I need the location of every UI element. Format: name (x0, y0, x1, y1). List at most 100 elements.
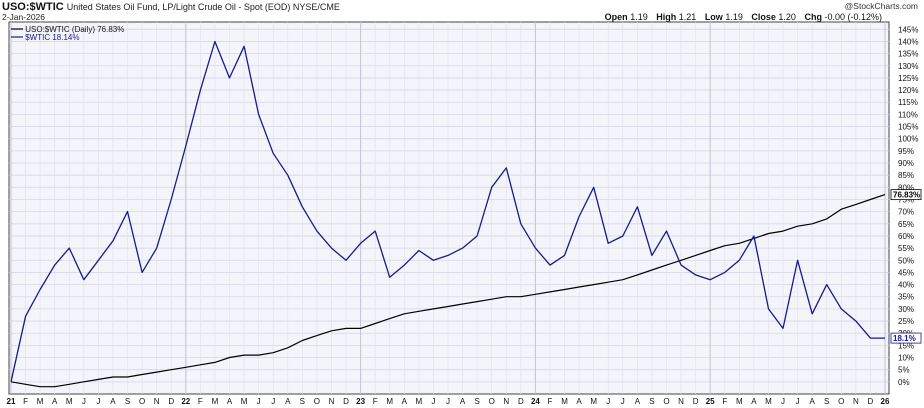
x-tick-label: N (329, 397, 335, 406)
series-line-wtic (10, 40, 885, 382)
legend-item-ratio: USO:$WTIC (Daily) 76.83% (11, 25, 124, 34)
y-tick-label: 120% (898, 86, 918, 95)
x-tick-label: A (285, 397, 291, 406)
x-tick-label: J (606, 397, 610, 406)
symbol-description: United States Oil Fund, LP/Light Crude O… (66, 2, 340, 12)
x-tick-label: O (663, 397, 669, 406)
x-tick-label: M (561, 397, 568, 406)
y-tick-label: 40% (898, 281, 914, 290)
x-tick-label: N (503, 397, 509, 406)
x-tick-label: A (110, 397, 116, 406)
y-tick-label: 85% (898, 171, 914, 180)
y-tick-label: 30% (898, 305, 914, 314)
y-tick-label: 35% (898, 293, 914, 302)
chart-header: USO:$WTIC United States Oil Fund, LP/Lig… (0, 0, 924, 26)
y-tick-label: 130% (898, 62, 918, 71)
legend-swatch-ratio (11, 28, 23, 30)
x-tick-label: O (489, 397, 495, 406)
x-tick-label: A (227, 397, 233, 406)
x-tick-label: J (796, 397, 800, 406)
open-label: Open (604, 12, 628, 22)
y-tick-label: 100% (898, 135, 918, 144)
chg-label: Chg (804, 12, 822, 22)
x-tick-label: A (402, 397, 408, 406)
x-tick-label: M (241, 397, 248, 406)
y-tick-label: 70% (898, 208, 914, 217)
high-value: 1.21 (678, 12, 697, 22)
x-tick-label: N (154, 397, 160, 406)
x-tick-label: S (474, 397, 479, 406)
x-tick-label: M (590, 397, 597, 406)
x-tick-label: M (66, 397, 73, 406)
grid (9, 22, 889, 394)
x-tick-label: O (139, 397, 145, 406)
x-tick-label: J (431, 397, 435, 406)
x-tick-label: A (809, 397, 815, 406)
series-group (10, 40, 886, 388)
y-tick-label: 140% (898, 37, 918, 46)
x-tick-label: F (373, 397, 378, 406)
y-tick-label: 0% (898, 378, 910, 387)
close-value: 1.20 (778, 12, 796, 22)
y-tick-label: 135% (898, 50, 918, 59)
x-tick-label: S (125, 397, 130, 406)
y-tick-label: 95% (898, 147, 914, 156)
low-value: 1.19 (725, 12, 743, 22)
symbol: USO:$WTIC (2, 1, 64, 13)
x-tick-label: J (257, 397, 261, 406)
x-tick-label: D (518, 397, 524, 406)
low-label: Low (704, 12, 723, 22)
x-tick-label: F (548, 397, 553, 406)
x-tick-label: O (838, 397, 844, 406)
y-tick-label: 60% (898, 232, 914, 241)
y-tick-label: 145% (898, 25, 918, 34)
x-tick-label: M (765, 397, 772, 406)
x-tick-label: M (416, 397, 423, 406)
y-tick-label: 50% (898, 256, 914, 265)
end-tags: 76.83% 18.1% (890, 189, 922, 344)
end-tag-label-ratio: 76.83% (893, 191, 920, 200)
x-tick-label: M (386, 397, 393, 406)
x-axis-labels: 21 F M A M J J A S O N D 22 F M A M J J A S O N D 23 F M A M J J A S O N D 2… (7, 397, 890, 406)
y-tick-label: 65% (898, 220, 914, 229)
x-tick-label: 23 (356, 397, 365, 406)
x-tick-label: 26 (881, 397, 890, 406)
x-tick-label: D (168, 397, 174, 406)
x-tick-label: S (824, 397, 829, 406)
x-tick-label: A (460, 397, 466, 406)
x-tick-label: N (853, 397, 859, 406)
x-tick-label: O (314, 397, 320, 406)
x-tick-label: 22 (181, 397, 190, 406)
x-tick-label: S (649, 397, 654, 406)
x-tick-label: M (212, 397, 219, 406)
x-tick-label: F (198, 397, 203, 406)
x-tick-label: J (96, 397, 100, 406)
y-tick-label: 15% (898, 341, 914, 350)
x-tick-label: J (621, 397, 625, 406)
legend-item-wtic: $WTIC 18.14% (11, 33, 79, 42)
watermark: @StockCharts.com (844, 1, 918, 11)
legend-label-ratio: USO:$WTIC (Daily) 76.83% (25, 25, 125, 34)
x-tick-label: J (271, 397, 275, 406)
y-tick-label: 125% (898, 74, 918, 83)
x-tick-label: J (446, 397, 450, 406)
x-tick-label: 25 (706, 397, 715, 406)
x-tick-label: F (722, 397, 727, 406)
legend-label-wtic: $WTIC 18.14% (25, 33, 80, 42)
x-tick-label: D (343, 397, 349, 406)
chart-date: 2-Jan-2026 (2, 12, 46, 22)
high-label: High (656, 12, 677, 22)
legend-swatch-wtic (11, 36, 23, 38)
y-tick-label: 80% (898, 183, 914, 192)
y-tick-label: 55% (898, 244, 914, 253)
x-tick-label: A (751, 397, 757, 406)
y-tick-label: 5% (898, 366, 910, 375)
x-tick-label: S (300, 397, 305, 406)
x-tick-label: M (37, 397, 44, 406)
plot-area (8, 21, 890, 395)
x-tick-label: F (23, 397, 28, 406)
x-tick-label: A (52, 397, 58, 406)
chart-title: USO:$WTIC United States Oil Fund, LP/Lig… (2, 1, 340, 13)
y-tick-label: 115% (898, 98, 918, 107)
